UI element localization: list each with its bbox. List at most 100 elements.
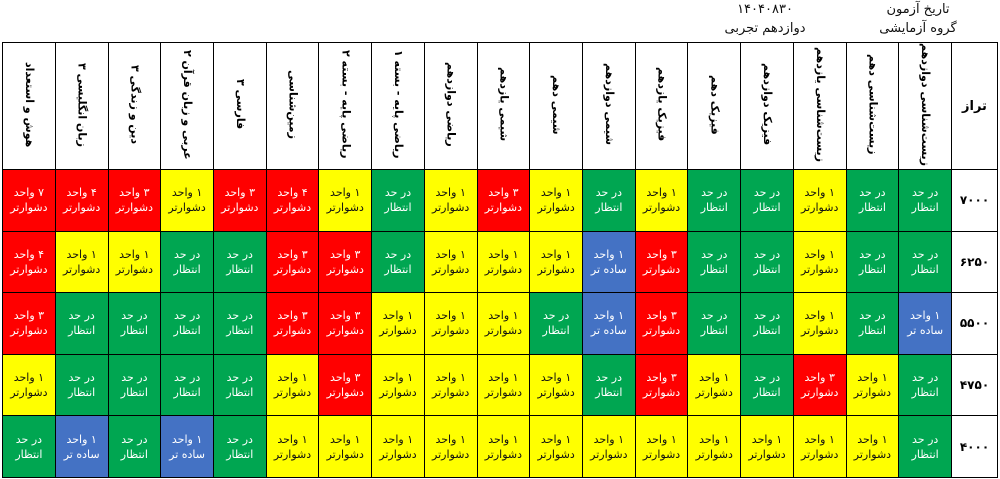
- cell-amount: در حد: [701, 247, 728, 261]
- cell-amount: ۳ واحد: [277, 309, 308, 323]
- difficulty-cell: ۱ واحد دشوارتر: [581, 415, 636, 478]
- cell-verdict: انتظار: [911, 447, 939, 461]
- cell-verdict: انتظار: [911, 386, 939, 400]
- cell-amount: ۱ واحد: [646, 186, 677, 200]
- cell-verdict: دشوارتر: [62, 262, 101, 276]
- cell-verdict: دشوارتر: [748, 447, 786, 461]
- difficulty-cell: ۱ واحد دشوارتر: [423, 292, 478, 355]
- cell-verdict: انتظار: [226, 262, 254, 276]
- difficulty-cell: در حد انتظار: [212, 353, 267, 417]
- difficulty-cell: ۱ واحد دشوارتر: [54, 230, 109, 294]
- cell-amount: ۱ واحد: [330, 186, 361, 200]
- cell-amount: در حد: [226, 309, 253, 323]
- difficulty-cell: در حد انتظار: [845, 169, 900, 232]
- difficulty-cell: ۱ واحد دشوارتر: [740, 415, 794, 478]
- cell-amount: ۳ واحد: [277, 247, 308, 261]
- subject-header: زمین‌شناسی: [265, 42, 320, 170]
- cell-amount: ۱ واحد: [277, 371, 308, 385]
- difficulty-cell: ۳ واحد دشوارتر: [318, 353, 373, 417]
- difficulty-cell: ۴ واحد دشوارتر: [265, 169, 320, 232]
- cell-amount: ۱ واحد: [435, 186, 466, 200]
- cell-amount: ۱ واحد: [119, 247, 150, 261]
- difficulty-cell: ۱ واحد دشوارتر: [634, 169, 689, 232]
- subject-header: شیمی یازدهم: [476, 42, 531, 170]
- cell-amount: ۱ واحد: [277, 432, 308, 446]
- difficulty-cell: ۱ واحد دشوارتر: [265, 353, 320, 417]
- cell-amount: ۱ واحد: [857, 432, 888, 446]
- cell-amount: در حد: [68, 309, 95, 323]
- difficulty-cell: ۳ واحد دشوارتر: [107, 169, 162, 232]
- cell-verdict: انتظار: [542, 324, 570, 338]
- difficulty-cell: ۱ واحد دشوارتر: [792, 230, 847, 294]
- difficulty-cell: در حد انتظار: [687, 230, 742, 294]
- cell-verdict: دشوارتر: [642, 386, 681, 400]
- subject-name: شیمی یازدهم: [497, 67, 511, 142]
- cell-verdict: دشوارتر: [642, 201, 681, 215]
- difficulty-cell: در حد انتظار: [54, 292, 109, 355]
- cell-amount: در حد: [121, 432, 148, 446]
- cell-amount: در حد: [859, 247, 886, 261]
- subject-name: زیست‌شناسی یازدهم: [813, 46, 827, 162]
- subject-header: شیمی دوازدهم: [581, 42, 636, 170]
- cell-amount: ۳ واحد: [646, 309, 677, 323]
- difficulty-cell: در حد انتظار: [740, 292, 794, 355]
- difficulty-cell: در حد انتظار: [371, 169, 425, 232]
- cell-verdict: انتظار: [753, 324, 781, 338]
- cell-verdict: دشوارتر: [695, 386, 733, 400]
- cell-amount: در حد: [912, 432, 939, 446]
- subject-name: فیزیک دهم: [708, 74, 722, 135]
- cell-amount: در حد: [753, 247, 781, 261]
- cell-verdict: دشوارتر: [432, 201, 470, 215]
- subject-header: فیزیک دوازدهم: [740, 42, 794, 170]
- cell-amount: در حد: [173, 309, 201, 323]
- cell-verdict: دشوارتر: [273, 324, 312, 338]
- cell-verdict: دشوارتر: [10, 262, 48, 276]
- cell-amount: ۳ واحد: [224, 186, 255, 200]
- cell-verdict: انتظار: [595, 386, 623, 400]
- subject-name: زبان انگلیسی ۳: [75, 62, 89, 147]
- subject-name: زیست‌شناسی دهم: [866, 54, 880, 155]
- cell-verdict: انتظار: [700, 324, 728, 338]
- cell-verdict: دشوارتر: [537, 447, 575, 461]
- cell-amount: ۱ واحد: [857, 371, 888, 385]
- subject-name: زمین‌شناسی: [286, 70, 300, 139]
- difficulty-cell: در حد انتظار: [740, 230, 794, 294]
- difficulty-cell: ۱ واحد دشوارتر: [423, 353, 478, 417]
- cell-verdict: دشوارتر: [695, 447, 733, 461]
- cell-amount: ۱ واحد: [646, 432, 677, 446]
- cell-amount: ۱ واحد: [171, 432, 203, 446]
- cell-amount: در حد: [68, 371, 95, 385]
- cell-verdict: انتظار: [753, 201, 781, 215]
- difficulty-cell: ۱ واحد دشوارتر: [2, 353, 56, 417]
- cell-verdict: دشوارتر: [432, 447, 470, 461]
- difficulty-cell: ۳ واحد دشوارتر: [318, 292, 373, 355]
- subject-name: ریاضی دوازدهم: [444, 62, 458, 147]
- cell-verdict: دشوارتر: [590, 447, 628, 461]
- cell-amount: در حد: [912, 371, 939, 385]
- subject-header: زیست‌شناسی دوازدهم: [898, 42, 952, 170]
- difficulty-cell: ۱ واحد ساده تر: [581, 230, 636, 294]
- cell-amount: ۱ واحد: [804, 432, 835, 446]
- cell-verdict: دشوارتر: [62, 201, 101, 215]
- cell-verdict: دشوارتر: [484, 386, 523, 400]
- cell-amount: ۱ واحد: [540, 186, 572, 200]
- cell-verdict: ساده تر: [590, 324, 627, 338]
- cell-amount: ۱ واحد: [13, 371, 45, 385]
- difficulty-cell: ۱ واحد دشوارتر: [371, 353, 425, 417]
- cell-amount: ۱ واحد: [804, 186, 835, 200]
- difficulty-cell: ۳ واحد دشوارتر: [2, 292, 56, 355]
- cell-verdict: دشوارتر: [273, 447, 312, 461]
- exam-date-label: تاریخ آزمون: [886, 2, 950, 17]
- difficulty-cell: ۱ واحد دشوارتر: [423, 415, 478, 478]
- cell-amount: ۴ واحد: [13, 247, 45, 261]
- cell-verdict: انتظار: [173, 386, 201, 400]
- cell-amount: ۱ واحد: [488, 371, 519, 385]
- difficulty-cell: ۱ واحد ساده تر: [898, 292, 952, 355]
- difficulty-cell: ۷ واحد دشوارتر: [2, 169, 56, 232]
- cell-verdict: انتظار: [858, 262, 886, 276]
- cell-amount: ۱ واحد: [593, 432, 625, 446]
- cell-verdict: دشوارتر: [432, 324, 470, 338]
- difficulty-cell: ۱ واحد ساده تر: [160, 415, 214, 478]
- cell-verdict: انتظار: [68, 324, 96, 338]
- cell-amount: ۳ واحد: [330, 371, 361, 385]
